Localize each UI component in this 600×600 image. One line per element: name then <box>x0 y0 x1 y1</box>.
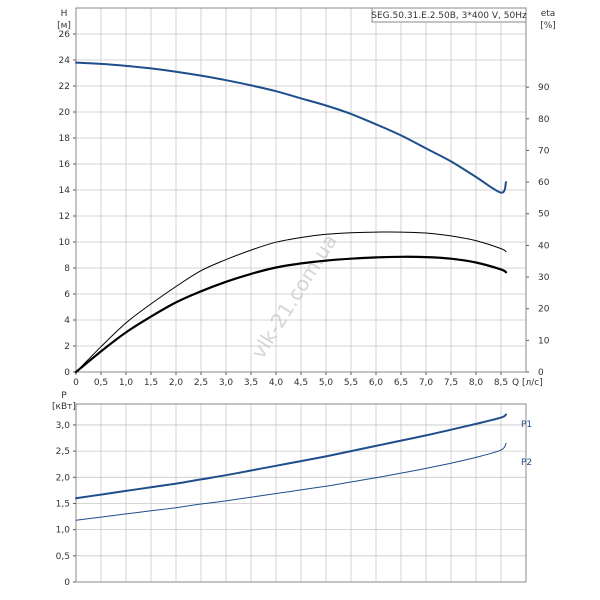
x-tick-label: 1,0 <box>119 378 134 388</box>
y2-tick-label: 80 <box>538 115 550 125</box>
head-efficiency-chart: 0 0,5 1,0 1,5 2,0 2,5 3,0 3,5 4,0 4,5 5,0 5,5 6,0 6,5… <box>57 7 556 388</box>
x-tick-label: 2,5 <box>194 378 208 388</box>
y-tick-label: 0 <box>64 578 70 588</box>
series-label-p2: P2 <box>521 458 532 468</box>
series-label-p1: P1 <box>521 420 532 430</box>
y2-axis-title: eta <box>541 9 556 19</box>
y-tick-label: 26 <box>59 30 71 40</box>
y2-tick-label: 60 <box>538 178 550 188</box>
y-tick-label: 24 <box>59 56 71 66</box>
y-tick-label: 14 <box>59 186 71 196</box>
x-tick-label: 7,0 <box>419 378 434 388</box>
x-axis-title: Q [л/с] <box>512 378 543 388</box>
y2-tick-label: 20 <box>538 305 550 315</box>
y-axis-title: P <box>61 391 67 401</box>
y2-tick-label: 0 <box>538 368 544 378</box>
head-curve <box>75 61 507 194</box>
y2-tick-label: 70 <box>538 146 550 156</box>
x-tick-label: 5,5 <box>344 378 358 388</box>
y2-tick-label: 40 <box>538 241 550 251</box>
y-tick-label: 0,5 <box>56 552 70 562</box>
x-tick-label: 0,5 <box>94 378 108 388</box>
x-tick-label: 8,5 <box>494 378 508 388</box>
y-tick-label: 0 <box>64 368 70 378</box>
y-tick-label: 12 <box>59 212 70 222</box>
y-tick-label: 20 <box>59 108 71 118</box>
x-tick-label: 6,5 <box>394 378 408 388</box>
x-tick-label: 1,5 <box>144 378 158 388</box>
y-tick-label: 2,5 <box>56 447 70 457</box>
y2-tick-label: 90 <box>538 83 550 93</box>
y-tick-label: 1,5 <box>56 499 70 509</box>
y-tick-label: 10 <box>59 238 71 248</box>
efficiency-curve-thick <box>74 255 508 374</box>
x-tick-label: 7,5 <box>444 378 458 388</box>
x-tick-label: 4,5 <box>294 378 308 388</box>
y-tick-label: 2 <box>64 342 70 352</box>
x-tick-label: 4,0 <box>269 378 284 388</box>
y-tick-label: 6 <box>64 290 70 300</box>
power-chart: 0 0,5 1,0 1,5 2,0 2,5 3,0 P[кВт] P1 P2 <box>52 391 532 588</box>
y-tick-label: 18 <box>59 134 71 144</box>
y2-tick-label: 10 <box>538 336 550 346</box>
power-curve-p1 <box>75 413 507 500</box>
y-tick-label: 1,0 <box>56 526 71 536</box>
x-tick-label: 3,5 <box>244 378 258 388</box>
plot-frame <box>75 403 527 583</box>
y2-tick-label: 50 <box>538 210 550 220</box>
plot-frame <box>75 7 527 373</box>
y-axis-title: H <box>61 9 68 19</box>
x-tick-label: 6,0 <box>369 378 384 388</box>
y-tick-label: 16 <box>59 160 71 170</box>
title-box <box>371 7 527 23</box>
efficiency-curve-thin <box>75 231 507 373</box>
y-tick-label: 22 <box>59 82 70 92</box>
y-tick-label: 2,0 <box>56 473 71 483</box>
watermark: vlk-21.com.ua <box>246 230 342 363</box>
x-tick-label: 2,0 <box>169 378 184 388</box>
x-tick-label: 3,0 <box>219 378 234 388</box>
y-tick-label: 3,0 <box>56 421 71 431</box>
y2-axis-unit: [%] <box>540 21 556 31</box>
y-axis-unit: [м] <box>57 21 71 31</box>
x-tick-label: 8,0 <box>469 378 484 388</box>
y2-tick-label: 30 <box>538 273 550 283</box>
x-tick-label: 5,0 <box>319 378 334 388</box>
power-curve-p2 <box>75 442 507 521</box>
x-tick-label: 0 <box>73 378 79 388</box>
chart-title: SEG.50.31.E.2.50B, 3*400 V, 50Hz <box>371 11 527 21</box>
y-tick-label: 4 <box>64 316 70 326</box>
y-axis-unit: [кВт] <box>52 402 76 412</box>
y-tick-label: 8 <box>64 264 70 274</box>
